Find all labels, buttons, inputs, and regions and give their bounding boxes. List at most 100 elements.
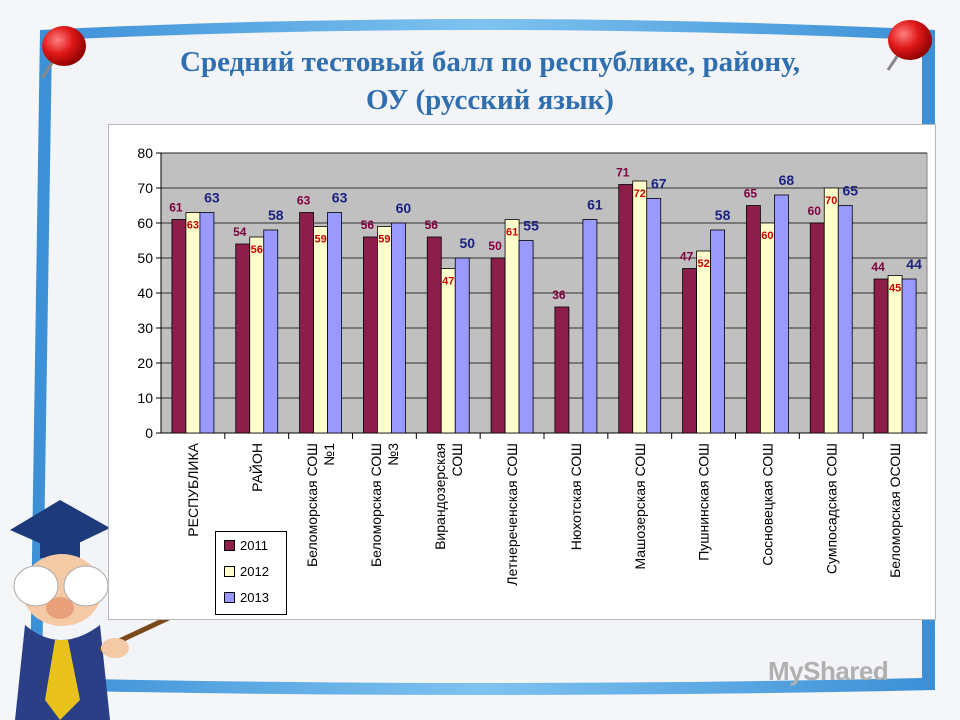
x-category-label-line: Вирандозерская [432,443,448,550]
legend-item-2013: 2013 [224,589,269,605]
x-category-label: Летнереченская СОШ [504,443,520,586]
x-category-label-line: Нюхотская СОШ [568,443,584,550]
legend-swatch-2011 [224,539,235,551]
bar-2013 [263,229,279,434]
legend-swatch-2012 [224,565,235,577]
bar-2011 [809,222,825,434]
x-category-label: Нюхотская СОШ [568,443,584,550]
bar-2012 [313,226,328,434]
page-title: Средний тестовый балл по республике, рай… [180,46,800,78]
bar-2013 [454,257,470,434]
bar-2012 [185,212,201,434]
y-tick-label: 20 [137,355,153,371]
x-category-label-line: Беломорская СОШ [368,443,384,567]
data-label-2013: 50 [459,235,475,251]
data-label-2013: 60 [396,200,412,216]
x-category-label-line: Сумпосадская СОШ [823,443,839,574]
bar-2012 [377,226,392,434]
bar-2012 [823,187,839,434]
x-category-label-line: №3 [385,443,401,466]
data-label-2013: 63 [204,190,220,206]
chart-panel: 0 10 20 30 40 50 60 70 80 61 63 63 РЕСПУБЛИКА 54 56 58 Р… [108,124,936,620]
data-label-2011: 61 [169,201,183,215]
x-category-label-line: №1 [321,443,337,466]
data-label-2013: 68 [779,172,795,188]
bar-2012 [760,222,775,434]
bar-2011 [299,212,314,434]
bar-2012 [696,250,711,434]
x-category-label: Вирандозерская СОШ [432,443,465,550]
data-label-2011: 47 [680,250,694,264]
y-tick-label: 40 [137,285,153,301]
bar-2011 [746,205,761,434]
data-label-2013: 44 [906,256,922,272]
data-label-2012: 56 [251,244,263,256]
data-label-2011: 44 [871,260,885,274]
bar-2012 [440,268,456,434]
data-label-2012: 59 [378,234,390,246]
bar-2011 [426,236,442,434]
bar-2012 [632,180,648,434]
bar-2011 [171,219,187,434]
x-category-label-line: Машозерская СОШ [632,443,648,570]
data-label-2012: 45 [889,283,901,295]
bar-2011 [235,243,251,434]
legend-item-2011: 2011 [224,537,268,553]
y-tick-label: 70 [137,180,153,196]
x-category-label: Беломорская СОШ №3 [368,443,401,567]
bar-2011 [490,257,506,434]
x-category-label: Беломорская СОШ №1 [304,443,337,567]
x-category-label: Пушнинская СОШ [696,443,712,561]
bar-2011 [682,268,697,434]
bar-2013 [518,240,534,434]
data-label-2012: 61 [506,227,518,239]
data-label-2011: 60 [808,204,822,218]
x-category-label-line: СОШ [449,443,465,477]
bar-2011 [554,306,570,434]
bar-2012 [887,275,903,434]
data-label-2012: 47 [442,276,454,288]
x-category-label-line: Пушнинская СОШ [696,443,712,561]
data-label-2012: 60 [761,230,773,242]
data-label-2011: 63 [297,194,311,208]
data-label-2012: 63 [187,220,199,232]
bar-2013 [646,198,662,434]
data-label-2012: 70 [825,195,837,207]
bar-2011 [363,236,378,434]
legend-label-2011: 2011 [240,537,268,553]
x-category-label: РАЙОН [248,443,265,492]
bar-2013 [327,212,342,434]
data-label-2011: 56 [425,218,439,232]
bar-2013 [901,278,917,434]
pin-icon-right [886,20,932,71]
y-tick-label: 50 [137,250,153,266]
page-subtitle: ОУ (русский язык) [366,84,614,116]
x-category-label-line: РАЙОН [248,443,265,492]
x-category-label: РЕСПУБЛИКА [185,442,201,536]
bar-2012 [249,236,265,434]
x-category-label: Сумпосадская СОШ [823,443,839,574]
data-label-2013: 65 [842,183,858,199]
y-tick-label: 0 [145,425,153,441]
data-label-2012: 59 [314,234,326,246]
data-label-2011: 71 [616,166,630,180]
bar-2013 [391,222,406,434]
legend-label-2012: 2012 [240,563,269,579]
bar-2011 [618,184,634,434]
data-label-2011: 65 [744,187,758,201]
y-tick-label: 10 [137,390,153,406]
data-label-2012: 72 [634,188,646,200]
data-label-2011: 50 [488,239,502,253]
data-label-2013: 55 [523,218,539,234]
bar-2012 [504,219,520,434]
x-category-label: Сосновецкая СОШ [759,443,775,566]
data-label-2011: 54 [233,225,247,239]
bar-2013 [837,205,853,434]
x-category-label-line: Сосновецкая СОШ [759,443,775,566]
data-label-2012: 52 [697,258,709,270]
bar-2013 [582,219,598,434]
bar-2013 [710,229,725,434]
watermark-logo: MyShared [768,656,889,686]
pin-icon-left [40,26,86,79]
data-label-2013: 61 [587,197,603,213]
